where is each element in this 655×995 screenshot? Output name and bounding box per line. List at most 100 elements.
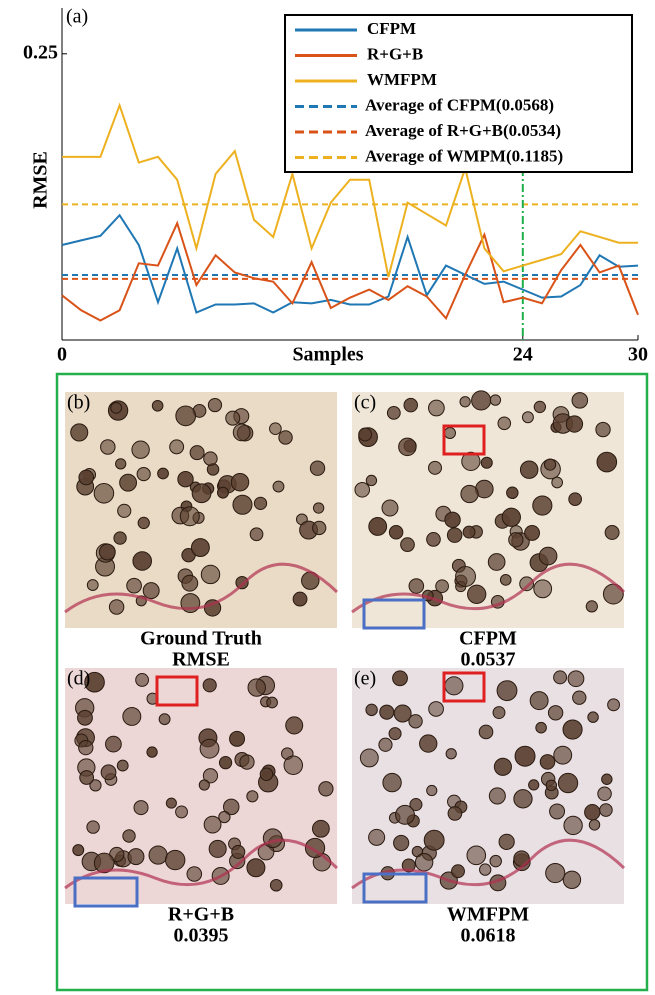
cell (278, 430, 293, 445)
cell (93, 483, 115, 504)
cell (117, 503, 132, 518)
cell (175, 805, 188, 819)
cell (202, 678, 217, 693)
cell (132, 551, 153, 571)
cell (567, 670, 585, 688)
cell (547, 705, 564, 721)
cell (388, 525, 404, 540)
cell (246, 790, 259, 803)
cell (446, 527, 463, 543)
caption: CFPM (459, 628, 517, 650)
legend-label: Average of R+G+B(0.0534) (365, 121, 561, 140)
cell (428, 399, 445, 417)
cell (253, 496, 268, 510)
cell (382, 772, 402, 793)
cell (358, 427, 373, 442)
cell (599, 803, 613, 817)
cell (122, 706, 142, 726)
cell (478, 724, 494, 740)
x-tick-label: 24 (513, 344, 533, 366)
cell (142, 582, 160, 600)
cell (86, 820, 100, 834)
cell (269, 422, 282, 436)
cell (116, 759, 129, 772)
cell (513, 789, 533, 809)
cell (467, 584, 487, 604)
cell (426, 784, 438, 797)
cell (79, 770, 95, 785)
cell (553, 670, 568, 685)
cell (179, 506, 200, 527)
cell (165, 797, 177, 809)
cell (202, 768, 219, 784)
cell (137, 516, 150, 530)
cell (312, 520, 327, 536)
cell (70, 423, 89, 442)
cell (285, 716, 304, 735)
cell (246, 858, 266, 878)
cell (529, 691, 549, 711)
cell (110, 401, 123, 414)
cell (189, 445, 205, 461)
cell (359, 748, 379, 768)
cell (368, 828, 386, 846)
cell (549, 803, 566, 820)
caption: WMFPM (447, 904, 529, 926)
cell (414, 853, 434, 872)
cell (533, 400, 547, 414)
cell (84, 671, 105, 693)
cell (98, 543, 116, 561)
cell (203, 815, 222, 834)
cell (501, 507, 521, 527)
y-tick-label: 0.25 (23, 41, 58, 63)
cell (471, 390, 492, 411)
cell (191, 483, 212, 504)
cell (136, 466, 151, 482)
cell (218, 756, 233, 770)
cell (78, 739, 94, 756)
cell (460, 484, 479, 504)
cell (93, 852, 115, 874)
cell (489, 854, 502, 868)
cell (543, 458, 557, 471)
cell (562, 719, 583, 740)
cell (181, 574, 199, 592)
cell (77, 709, 93, 726)
cell (466, 845, 487, 866)
cell (519, 460, 539, 479)
cell (146, 746, 158, 758)
cell (217, 486, 229, 499)
cell (186, 866, 203, 882)
cell (283, 755, 304, 776)
cell (497, 416, 512, 431)
cell (365, 474, 378, 487)
cell (198, 779, 210, 791)
cell (601, 773, 613, 785)
cell (400, 537, 415, 552)
caption: Ground Truth (140, 628, 262, 650)
cell (309, 460, 326, 476)
cell (119, 473, 138, 492)
cell (392, 670, 408, 687)
cell (461, 451, 481, 472)
cell (455, 566, 476, 587)
cell (164, 849, 186, 871)
data-line (61, 220, 639, 322)
cell (126, 577, 142, 594)
cell (514, 745, 536, 767)
cell (312, 502, 325, 514)
cell (259, 767, 274, 781)
cell (499, 574, 512, 586)
cell (535, 721, 547, 734)
cell (105, 735, 122, 753)
cell (524, 525, 541, 541)
cell (557, 772, 579, 794)
cell (169, 439, 185, 455)
cell (426, 532, 441, 547)
cell (519, 576, 535, 592)
cell (480, 456, 493, 469)
cell (428, 701, 444, 717)
cell (508, 532, 524, 548)
cell (444, 511, 461, 529)
